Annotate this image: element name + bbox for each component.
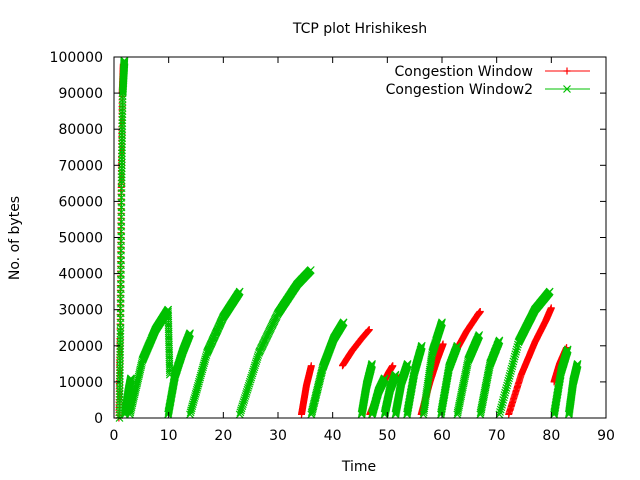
series-1-segment-3	[339, 326, 373, 370]
chart-title: TCP plot Hrishikesh	[292, 21, 427, 37]
series-2-segment-19	[550, 345, 572, 419]
series-1-segment-8	[505, 304, 555, 418]
series-2-segment-20	[564, 359, 582, 419]
y-tick-label: 10000	[58, 375, 103, 391]
series-2-segment-11-markers	[380, 370, 400, 419]
y-axis-label: No. of bytes	[7, 196, 23, 280]
series-2-segment-7	[235, 266, 315, 419]
legend-item-1: Congestion Window	[395, 64, 590, 80]
series-2-segment-17	[476, 336, 504, 419]
series-1-segment-2	[298, 362, 315, 418]
series-1-segment-8-markers	[505, 304, 555, 418]
x-tick-label: 10	[160, 428, 178, 444]
x-tick-label: 60	[433, 428, 451, 444]
series-layer	[115, 56, 582, 422]
series-2-segment-18-markers	[495, 287, 554, 419]
series-2-segment-9-markers	[357, 359, 376, 419]
legend: Congestion Window Congestion Window2	[386, 64, 590, 98]
y-tick-label: 70000	[58, 158, 103, 174]
x-tick-label: 50	[378, 428, 396, 444]
x-tick-label: 40	[324, 428, 342, 444]
y-tick-label: 40000	[58, 267, 103, 283]
legend-label: Congestion Window	[395, 64, 533, 80]
series-2-segment-19-markers	[550, 345, 572, 419]
series-2-segment-3-markers	[125, 305, 173, 419]
y-tick-label: 30000	[58, 303, 103, 319]
series-2-segment-13	[403, 341, 426, 419]
legend-label: Congestion Window2	[386, 82, 533, 98]
series-1	[115, 60, 571, 422]
series-2	[115, 56, 582, 422]
axis-layer: 0 10 20 30 40 50 60 70 80 90 0 10000 20000 30000 40000…	[50, 50, 615, 444]
series-2-segment-15-markers	[436, 341, 462, 419]
series-2-segment-18-line	[498, 291, 551, 415]
series-2-segment-8	[307, 318, 348, 419]
legend-marker	[563, 67, 571, 75]
series-2-segment-5-markers	[164, 329, 194, 419]
x-tick-label: 30	[269, 428, 287, 444]
y-tick-label: 0	[94, 411, 103, 427]
series-2-segment-18	[495, 287, 554, 419]
series-2-segment-14-markers	[419, 318, 446, 419]
series-2-segment-11	[380, 370, 400, 419]
x-tick-label: 90	[597, 428, 615, 444]
x-axis-label: Time	[341, 459, 376, 475]
series-2-segment-6-markers	[186, 287, 244, 419]
series-2-segment-2-markers	[120, 374, 135, 419]
series-2-segment-4	[164, 305, 174, 379]
plot-frame	[113, 56, 607, 419]
series-2-segment-14	[419, 318, 446, 419]
y-tick-label: 60000	[58, 194, 103, 210]
legend-item-2: Congestion Window2	[386, 82, 590, 98]
series-2-segment-20-markers	[564, 359, 582, 419]
y-tick-label: 50000	[58, 231, 103, 247]
series-2-segment-2	[120, 374, 135, 419]
series-2-segment-10	[368, 374, 389, 419]
series-1-segment-7	[452, 308, 484, 355]
series-2-segment-16-markers	[453, 331, 484, 419]
series-2-segment-12	[391, 359, 412, 419]
series-2-segment-5	[164, 329, 194, 419]
series-2-segment-1	[115, 56, 129, 422]
series-2-segment-13-markers	[403, 341, 426, 419]
series-2-segment-10-markers	[368, 374, 389, 419]
x-tick-label: 20	[214, 428, 232, 444]
series-1-segment-2-markers	[298, 362, 315, 418]
series-2-segment-1-markers	[115, 56, 129, 422]
y-tick-label: 20000	[58, 339, 103, 355]
legend-marker	[563, 85, 571, 93]
series-1-segment-3-markers	[339, 326, 373, 370]
series-2-segment-3	[125, 305, 173, 419]
y-tick-label: 100000	[50, 50, 103, 66]
series-2-segment-16	[453, 331, 484, 419]
series-2-segment-7-markers	[235, 266, 315, 419]
series-2-segment-4-markers	[164, 305, 174, 379]
x-tick-label: 80	[542, 428, 560, 444]
series-2-segment-9	[357, 359, 376, 419]
series-2-segment-6	[186, 287, 244, 419]
series-2-segment-15	[436, 341, 462, 419]
x-tick-label: 0	[110, 428, 119, 444]
series-2-segment-8-markers	[307, 318, 348, 419]
x-tick-label: 70	[488, 428, 506, 444]
series-2-segment-12-markers	[391, 359, 412, 419]
y-tick-label: 80000	[58, 122, 103, 138]
series-2-segment-17-markers	[476, 336, 504, 419]
y-tick-label: 90000	[58, 86, 103, 102]
